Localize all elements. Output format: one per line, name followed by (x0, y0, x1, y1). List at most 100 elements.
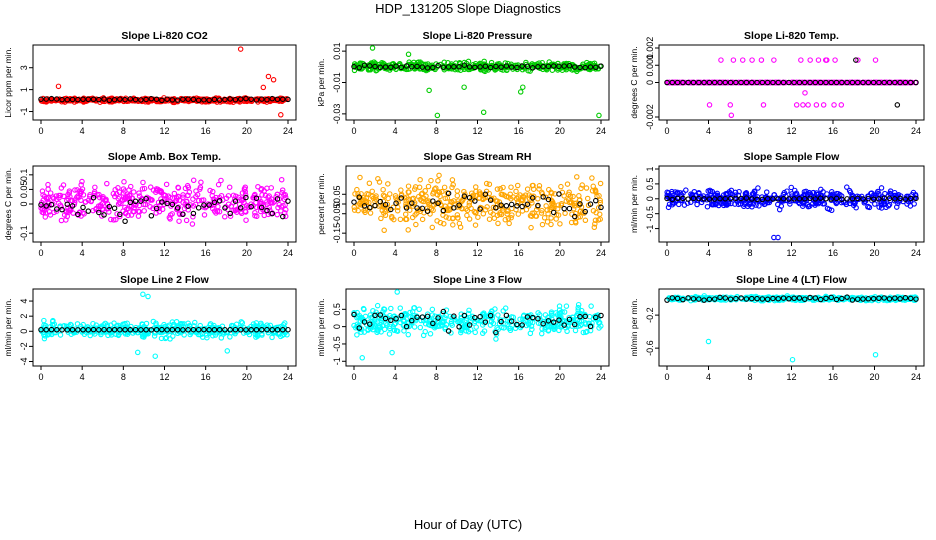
chart-title: Slope Sample Flow (744, 151, 841, 163)
data-point (551, 326, 557, 333)
data-point (414, 205, 420, 211)
data-point (508, 214, 514, 221)
data-point (524, 314, 531, 320)
data-point (124, 320, 130, 327)
data-point (538, 321, 544, 327)
data-point (579, 314, 586, 321)
data-point (897, 296, 903, 302)
data-point (493, 329, 499, 336)
data-point (475, 214, 481, 220)
data-point (124, 195, 131, 201)
data-point (442, 203, 448, 209)
data-point (741, 201, 748, 208)
data-point (222, 205, 228, 211)
data-point (253, 97, 260, 103)
data-point (531, 210, 537, 216)
data-point (393, 316, 399, 322)
data-point (529, 195, 536, 201)
data-point (582, 64, 588, 71)
data-point (876, 79, 882, 86)
data-point (74, 194, 80, 200)
data-point (265, 194, 271, 200)
data-point (130, 189, 137, 195)
data-point (813, 102, 820, 108)
data-point (836, 295, 843, 302)
data-point (698, 199, 705, 206)
data-point (849, 297, 856, 303)
data-point (504, 321, 510, 328)
y-axis-label: ml/min per min. (629, 175, 639, 233)
x-tick-label: 4 (393, 372, 398, 382)
x-tick-label: 20 (869, 372, 879, 382)
data-point (562, 210, 568, 216)
data-point (764, 196, 771, 202)
data-point (582, 217, 589, 224)
x-tick-label: 4 (80, 126, 85, 136)
data-point (435, 315, 441, 321)
data-point (361, 203, 368, 209)
x-tick-label: 12 (159, 248, 169, 258)
data-point (380, 309, 386, 315)
data-point (495, 220, 501, 227)
data-point (759, 196, 766, 203)
data-point (597, 180, 604, 187)
data-point (274, 327, 281, 333)
y-tick-label: -0.15 (332, 223, 342, 244)
data-point (862, 79, 869, 86)
data-point (127, 199, 134, 206)
data-point (571, 321, 578, 328)
data-point (853, 57, 859, 63)
data-point (504, 67, 510, 73)
x-tick-label: 24 (911, 248, 921, 258)
data-point (90, 320, 96, 327)
data-point (356, 194, 363, 200)
x-axis-caption: Hour of Day (UTC) (413, 517, 523, 532)
data-point (865, 79, 872, 86)
data-point (454, 215, 461, 221)
data-point (491, 63, 497, 70)
data-point (285, 326, 291, 333)
data-point (417, 176, 423, 183)
data-point (58, 217, 65, 224)
data-point (209, 205, 216, 212)
data-point (677, 190, 683, 196)
y-tick-label: 0 (19, 201, 29, 206)
data-point (394, 207, 401, 214)
data-point (64, 327, 71, 333)
chart-title: Slope Li-820 CO2 (121, 30, 208, 42)
data-point (892, 79, 898, 86)
data-point (592, 217, 599, 224)
data-point (454, 192, 461, 199)
data-point (445, 328, 452, 334)
data-point (128, 212, 135, 218)
data-point (502, 216, 509, 223)
data-point (98, 96, 104, 102)
data-point (182, 185, 189, 192)
data-point (664, 297, 670, 303)
data-point (195, 205, 202, 211)
data-point (140, 291, 146, 298)
data-point (222, 214, 228, 220)
data-point (539, 207, 545, 214)
data-point (902, 196, 909, 202)
chart-panel: Slope Amb. Box Temp. 0 4 8 12 16 20 24 -0.1 0 0.05… (3, 151, 297, 258)
data-point (397, 305, 404, 311)
data-point (66, 190, 73, 196)
data-point (419, 64, 426, 70)
data-point (776, 206, 783, 213)
data-point (505, 215, 512, 222)
data-point (121, 179, 127, 185)
data-point (833, 200, 840, 207)
data-point (760, 102, 767, 108)
data-point (539, 326, 545, 332)
x-tick-label: 24 (596, 126, 606, 136)
data-point (440, 64, 447, 70)
data-point (801, 79, 808, 86)
data-point (725, 200, 732, 207)
data-point (63, 323, 70, 330)
data-point (886, 195, 893, 202)
data-point (590, 183, 596, 190)
data-point (881, 195, 887, 201)
data-point (232, 96, 239, 103)
data-point (419, 190, 426, 197)
